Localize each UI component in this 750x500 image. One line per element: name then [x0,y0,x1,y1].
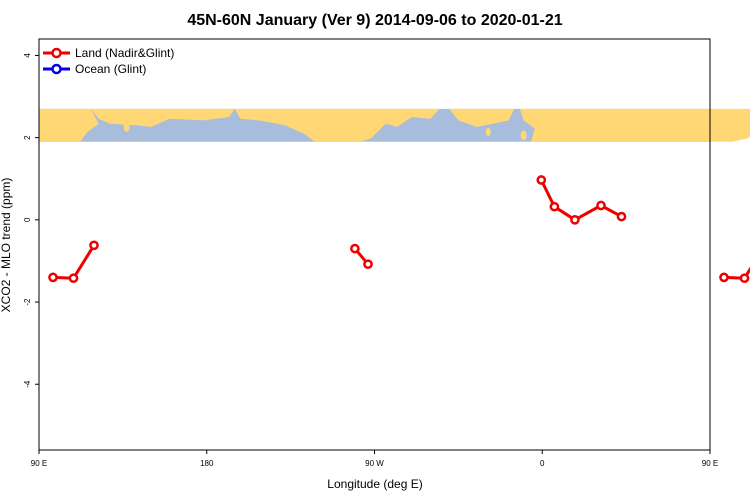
map-island-japan [123,122,130,132]
series-0-segment-3-point-1 [739,273,750,284]
legend-land-label: Land (Nadir&Glint) [75,46,174,60]
series-0-segment-0-point-0 [48,272,58,283]
legend-ocean-label: Ocean (Glint) [75,62,146,76]
chart-title: 45N-60N January (Ver 9) 2014-09-06 to 20… [187,12,562,29]
x-tick-label-1: 180 [200,459,214,468]
y-tick-label-3: -2 [23,298,32,306]
series-0-segment-0-line [52,244,96,280]
x-axis-label: Longitude (deg E) [327,477,422,491]
x-tick-label-2: 90 W [365,459,384,468]
series-0-segment-0-point-2 [89,240,99,251]
series-0-segment-3-line [723,266,750,280]
plot-frame [38,38,711,451]
legend-land-marker-icon [51,47,62,59]
x-tick-label-4: 90 E [702,459,718,468]
series-0-segment-2-point-3 [596,200,606,211]
map-land-eurasia [519,108,750,142]
ticks-layer: 90 E 180 90 W 0 90 E 4 2 0 -2 -4 [23,53,718,468]
x-tick-label-0: 90 E [31,459,47,468]
map-land-greenland [449,108,515,127]
series-layer [48,175,750,284]
series-0-segment-3-point-0 [719,272,729,283]
map-island-iceland [485,127,491,136]
y-axis-label: XCO2 - MLO trend (ppm) [0,178,13,313]
world-map-band [39,108,750,142]
series-0-segment-0-point-1 [68,273,79,284]
series-0-segment-2-point-1 [549,201,560,212]
series-0-segment-2-point-0 [536,175,547,185]
map-lake-hudson [385,124,394,136]
series-0-segment-1-point-1 [363,259,373,270]
y-tick-label-0: 4 [23,53,32,58]
y-tick-label-4: -4 [23,380,32,388]
y-tick-label-2: 0 [23,217,32,222]
series-0-segment-2-line [539,179,623,222]
x-tick-label-3: 0 [540,459,545,468]
series-0-segment-1-point-0 [350,243,360,254]
map-land-asia [39,108,99,142]
legend-ocean-marker-icon [51,63,62,75]
y-tick-label-1: 2 [23,135,32,140]
map-land-alaska-canada [234,108,440,142]
legend: Land (Nadir&Glint) Ocean (Glint) [43,46,174,76]
series-0-segment-2-point-2 [570,214,580,225]
map-island-britain [520,130,527,140]
series-0-segment-2-point-4 [616,211,627,222]
